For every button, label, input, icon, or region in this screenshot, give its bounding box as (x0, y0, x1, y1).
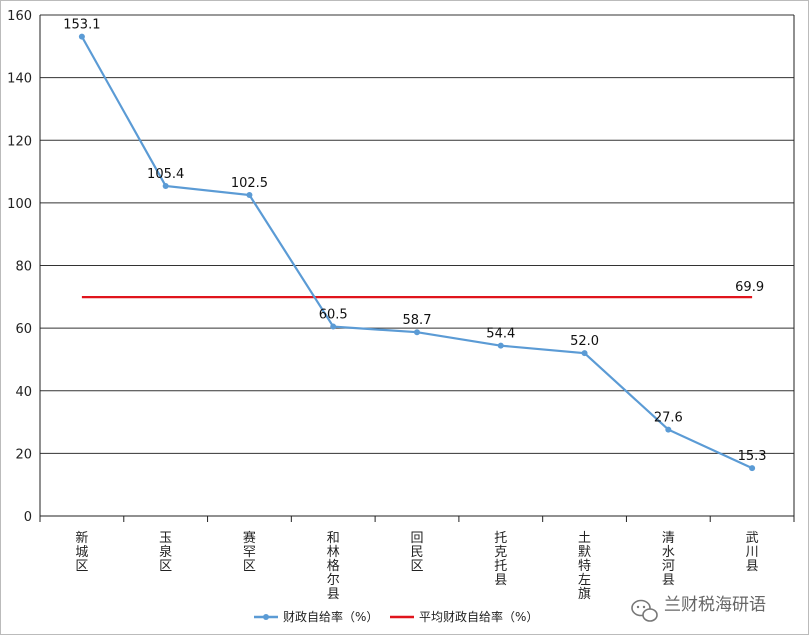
data-point (162, 182, 169, 189)
data-label: 58.7 (403, 313, 432, 328)
data-point (581, 350, 588, 357)
data-label: 60.5 (319, 308, 348, 323)
watermark: 兰财税海研语 (631, 595, 766, 622)
x-tick-label: 土默特左旗 (578, 531, 591, 602)
y-tick-label: 20 (15, 447, 32, 462)
data-point (78, 33, 85, 40)
x-tick-label: 新城区 (75, 530, 88, 574)
gridlines (40, 14, 794, 517)
x-tick-label: 武川县 (746, 531, 759, 574)
data-point (497, 342, 504, 349)
legend-label-series: 财政自给率（%） (283, 609, 378, 624)
y-tick-label: 80 (15, 260, 32, 275)
y-tick-label: 60 (15, 322, 32, 337)
x-tick-label: 和林格尔县 (327, 531, 340, 602)
y-tick-label: 100 (7, 197, 32, 212)
data-label: 52.0 (570, 334, 599, 349)
data-label: 27.6 (654, 411, 683, 426)
data-point (665, 426, 672, 433)
y-tick-label: 160 (7, 9, 32, 24)
x-tick-label: 清水河县 (662, 531, 675, 588)
y-tick-label: 0 (24, 510, 32, 525)
series-group (78, 33, 756, 472)
average-value-label: 69.9 (735, 280, 764, 295)
data-label: 105.4 (147, 167, 184, 182)
data-labels: 69.9 153.1 105.4 102.5 60.5 58.7 54.4 52.0 27.6 1… (63, 18, 766, 464)
x-tick-label: 回民区 (410, 531, 423, 574)
y-axis: 0 20 40 60 80 100 120 140 160 (7, 9, 795, 525)
x-tick-label: 玉泉区 (159, 531, 172, 574)
x-axis: 新城区 玉泉区 赛罕区 和林格尔县 回民区 托克托县 土默特左旗 清水河县 武川县 (39, 516, 795, 602)
legend: 财政自给率（%） 平均财政自给率（%） (254, 609, 538, 624)
watermark-text: 兰财税海研语 (664, 595, 766, 615)
y-tick-label: 140 (7, 72, 32, 87)
data-label: 54.4 (486, 327, 515, 342)
wechat-icon (631, 599, 658, 622)
data-label: 102.5 (231, 176, 268, 191)
data-point (330, 323, 337, 330)
data-point (414, 329, 420, 336)
legend-label-avg: 平均财政自给率（%） (419, 609, 538, 624)
data-label: 15.3 (738, 449, 767, 464)
data-label: 153.1 (63, 18, 100, 33)
y-tick-label: 120 (7, 134, 32, 149)
y-tick-label: 40 (15, 385, 32, 400)
data-point (246, 192, 253, 199)
data-point (749, 465, 756, 472)
x-tick-label: 赛罕区 (243, 530, 256, 574)
x-tick-label: 托克托县 (494, 531, 507, 588)
legend-swatch-marker (263, 614, 269, 620)
